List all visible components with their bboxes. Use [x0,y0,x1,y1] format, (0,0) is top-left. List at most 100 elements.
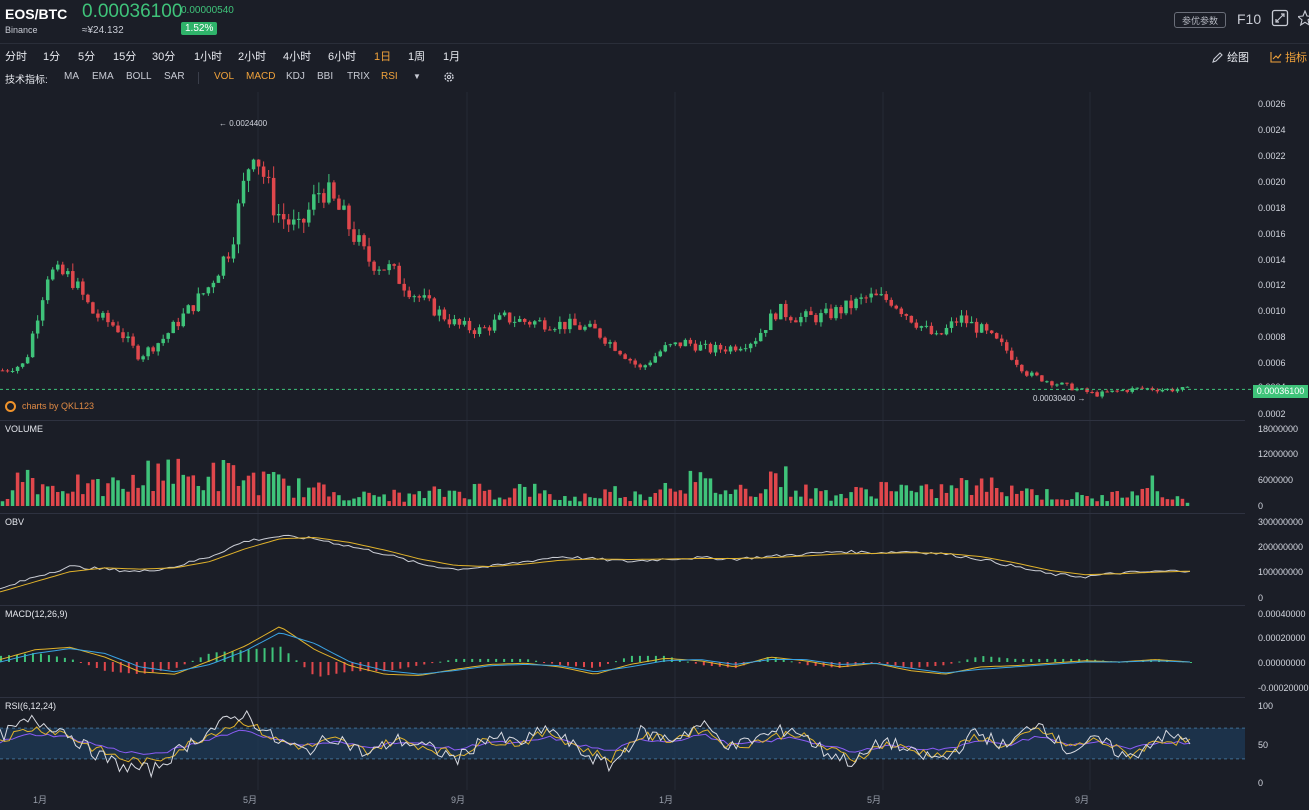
interval-tab[interactable]: 5分 [78,51,96,63]
settings-gear-icon[interactable] [442,70,456,87]
interval-tab-active[interactable]: 1日 [374,51,392,63]
candle-body [829,308,833,319]
indicator-vol[interactable]: VOL [214,71,235,82]
interval-tab[interactable]: 6小时 [328,51,357,63]
rsi-axis-tick: 0 [1258,778,1264,788]
volume-bar [984,491,989,506]
interval-tab[interactable]: 1小时 [194,51,223,63]
macd-histogram-bar [111,662,114,672]
volume-bar [55,491,60,506]
volume-bar [693,482,698,506]
volume-bar [613,486,617,506]
volume-bar [1130,491,1135,506]
candle-body [151,347,155,352]
macd-histogram-bar [119,662,122,673]
volume-bar [748,496,753,506]
f10-button[interactable]: F10 [1237,11,1262,27]
volume-bar [367,492,371,506]
interval-tab[interactable]: 4小时 [283,51,312,63]
volume-bar [462,498,467,506]
candle-body [728,346,733,352]
volume-bar [15,472,20,506]
candle-body [643,365,647,368]
volume-bar [743,488,748,506]
indicator-boll[interactable]: BOLL [126,71,152,82]
candle-body [548,329,552,331]
indicator-macd[interactable]: MACD [246,71,276,82]
caret-down-icon[interactable]: ▼ [413,72,421,81]
volume-bar [151,491,155,506]
candle-body [55,264,60,270]
volume-bar [849,492,853,506]
fullscreen-icon[interactable] [1271,9,1289,30]
candle-body [1155,390,1160,392]
interval-tab[interactable]: 1周 [408,51,426,63]
indicator-ma[interactable]: MA [64,71,79,82]
candle-body [71,271,75,288]
candle-body [673,342,678,345]
candle-body [1045,381,1049,383]
interval-tab[interactable]: 15分 [113,51,137,63]
indicator-tool-button[interactable]: 指标 [1270,49,1307,65]
candle-body [919,326,924,328]
volume-pane-title: VOLUME [5,424,44,434]
volume-bar [593,497,597,506]
candle-body [261,166,266,177]
indicator-bbi[interactable]: BBI [317,71,334,82]
volume-bar [302,497,306,506]
candle-body [578,325,582,330]
obv-line [0,534,1191,590]
volume-bar [1050,499,1054,506]
candle-body [663,345,668,352]
volume-bar [623,497,627,506]
indicator-trix[interactable]: TRIX [347,71,370,82]
macd-histogram-bar [191,660,194,662]
interval-tab[interactable]: 30分 [152,51,176,63]
interval-tab[interactable]: 2小时 [238,51,267,63]
macd-histogram-bar [998,657,1001,662]
volume-bar [949,485,954,506]
volume-bar [61,491,65,506]
candle-body [442,309,447,320]
candle-body [50,269,55,280]
candle-body [507,312,512,323]
indicator-kdj[interactable]: KDJ [286,71,305,82]
candle-body [753,341,758,344]
candle-body [477,327,482,335]
interval-tab[interactable]: 1月 [443,51,461,63]
volume-bar [919,485,924,506]
volume-bar [929,489,934,506]
volume-bar [638,494,642,506]
candle-body [1120,390,1124,392]
volume-bar [101,496,105,506]
indicator-sar[interactable]: SAR [164,71,185,82]
candle-body [553,329,557,331]
macd-histogram-bar [447,660,450,662]
exchange-name: Binance [5,25,38,35]
indicator-tool-label: 指标 [1285,52,1308,64]
chart-credit[interactable]: charts by QKL123 [5,401,94,413]
candle-body [211,282,216,288]
candle-body [387,264,391,271]
candle-body [432,298,437,316]
volume-bar [1125,497,1129,506]
volume-bar [50,485,55,506]
volume-bar [251,472,256,506]
candle-body [668,344,673,346]
star-icon[interactable] [1296,9,1309,29]
params-button[interactable]: 参优参数 [1174,12,1226,28]
volume-bar [517,484,522,506]
interval-tab[interactable]: 分时 [5,51,27,63]
indicator-rsi[interactable]: RSI [381,71,398,82]
candle-body [779,303,783,320]
rsi-band [0,728,1245,759]
interval-tab[interactable]: 1分 [43,51,61,63]
indicator-ema[interactable]: EMA [92,71,114,82]
volume-bar [507,497,512,506]
price-axis-tick: 0.0002 [1258,409,1286,419]
macd-histogram-bar [886,662,889,665]
volume-bar [231,465,236,506]
volume-bar [954,488,959,506]
draw-tool-button[interactable]: 绘图 [1212,49,1249,65]
